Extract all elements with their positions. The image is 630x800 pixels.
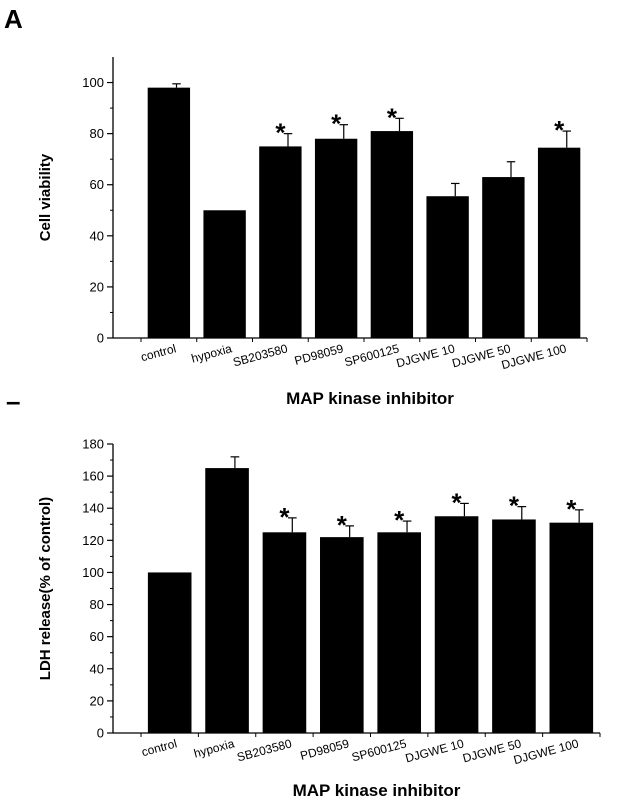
significance-marker-a: * [387, 102, 398, 132]
significance-marker-b: * [509, 491, 520, 521]
y-tick-label-a: 40 [90, 228, 104, 243]
bar-a [482, 177, 525, 338]
bar-a [314, 138, 358, 338]
bar-b [205, 468, 249, 733]
x-category-label-b: DJGWE 100 [512, 736, 580, 767]
y-axis-title-b: LDH release(% of control) [37, 497, 54, 680]
y-tick-label-b: 120 [82, 533, 104, 548]
bar-a [259, 146, 302, 338]
bar-a [537, 147, 581, 338]
significance-marker-b: * [279, 502, 290, 532]
significance-marker-b: * [566, 494, 577, 524]
significance-marker-a: * [275, 118, 286, 148]
panel-a-letter: A [4, 4, 23, 34]
x-category-label-b: SB203580 [235, 736, 293, 764]
bar-a [203, 210, 246, 338]
x-category-label-a: control [139, 341, 177, 364]
bar-b [434, 516, 479, 733]
bar-a [147, 87, 191, 339]
y-tick-label-b: 100 [82, 565, 104, 580]
x-category-label-a: SP600125 [343, 341, 401, 369]
x-category-label-a: hypoxia [190, 341, 234, 365]
bar-b [377, 532, 421, 733]
bar-a [370, 131, 414, 338]
x-category-label-b: control [140, 736, 178, 759]
y-tick-label-b: 0 [97, 726, 104, 741]
bar-b [147, 572, 192, 733]
y-tick-label-b: 60 [90, 629, 104, 644]
x-category-label-a: SB203580 [231, 341, 289, 369]
panel-b-letter: – [6, 386, 20, 416]
x-category-label-b: hypoxia [192, 736, 236, 760]
bar-b [262, 532, 307, 733]
bar-a [426, 196, 469, 338]
bar-b [492, 519, 536, 733]
x-category-label-b: PD98059 [299, 736, 351, 763]
x-category-label-a: DJGWE 100 [500, 341, 568, 372]
y-tick-label-a: 20 [90, 279, 104, 294]
y-tick-label-b: 140 [82, 501, 104, 516]
y-tick-label-b: 80 [90, 597, 104, 612]
y-tick-label-a: 60 [90, 177, 104, 192]
x-axis-title-a: MAP kinase inhibitor [286, 389, 454, 408]
bar-b [549, 522, 594, 733]
x-category-label-a: DJGWE 10 [395, 341, 457, 370]
y-tick-label-b: 160 [82, 469, 104, 484]
x-category-label-a: PD98059 [293, 341, 345, 368]
chart-cell-viability: 0 20 40 60 80 100 control hypoxia * SB203580 * PD98… [37, 57, 588, 408]
y-tick-label-a: 0 [97, 331, 104, 346]
x-category-label-b: SP600125 [350, 736, 408, 764]
significance-marker-a: * [331, 109, 342, 139]
significance-marker-b: * [394, 505, 405, 535]
x-category-label-b: DJGWE 10 [404, 736, 466, 765]
chart-ldh-release: 0 20 40 60 80 100 120 140 160 180 control hypoxia * S… [37, 437, 601, 800]
bar-b [320, 537, 364, 733]
significance-marker-b: * [337, 510, 348, 540]
x-axis-title-b: MAP kinase inhibitor [293, 781, 461, 800]
significance-marker-a: * [554, 115, 565, 145]
y-axis-title-a: Cell viability [37, 153, 54, 241]
y-tick-label-b: 20 [90, 693, 104, 708]
significance-marker-b: * [452, 487, 463, 517]
y-tick-label-a: 100 [82, 75, 104, 90]
y-tick-label-b: 40 [90, 661, 104, 676]
y-tick-label-b: 180 [82, 437, 104, 452]
y-tick-label-a: 80 [90, 126, 104, 141]
